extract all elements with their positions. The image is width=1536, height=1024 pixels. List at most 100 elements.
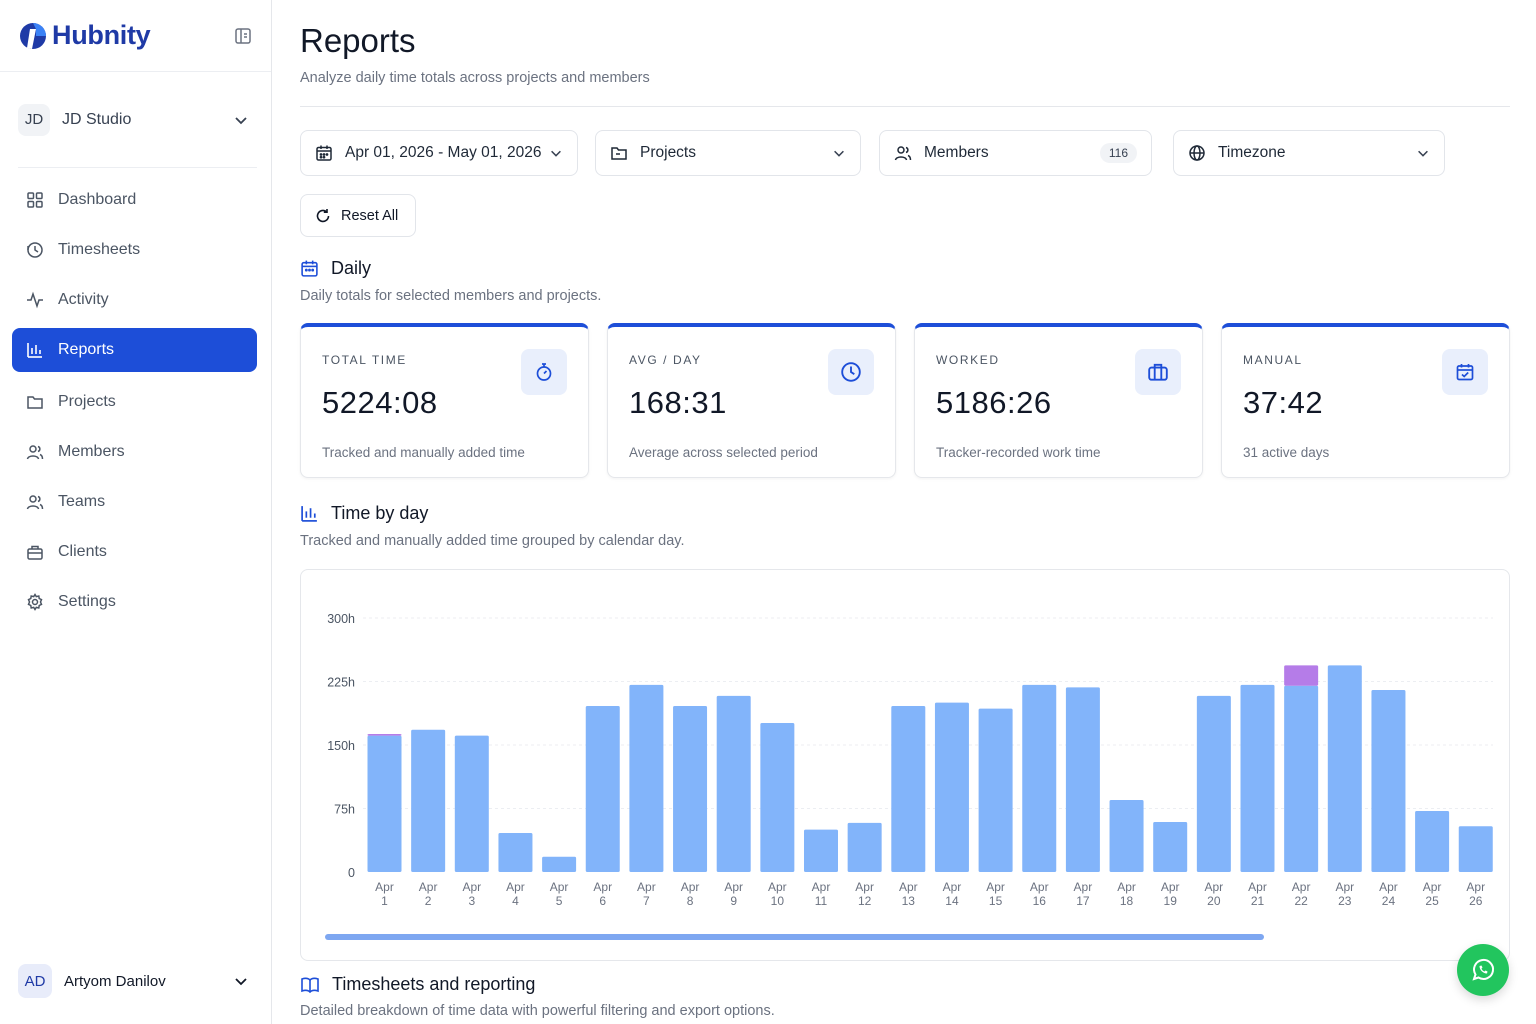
main-content: Reports Analyze daily time totals across… (300, 0, 1510, 1019)
stat-card-value: 5186:26 (936, 385, 1052, 420)
bar-chart-icon (27, 343, 42, 358)
x-tick-label: Apr (1466, 880, 1485, 894)
bar-tracked (1153, 822, 1188, 872)
bar-tracked (454, 735, 489, 872)
bar-tracked (1284, 685, 1319, 872)
time-by-day-title: Time by day (331, 503, 429, 523)
members-select[interactable]: Members 116 (879, 130, 1152, 176)
avatar: AD (18, 964, 52, 998)
bar-tracked (367, 735, 402, 872)
chart-scrollbar[interactable] (325, 934, 1264, 940)
sidebar: Hubnity JD JD Studio Dashboard Timesheet… (0, 0, 272, 1024)
sidebar-item-projects[interactable]: Projects (12, 380, 257, 424)
stat-card-label: WORKED (936, 353, 1000, 367)
sidebar-item-activity[interactable]: Activity (12, 278, 257, 322)
x-tick-label: Apr (1335, 880, 1354, 894)
bar-tracked (804, 829, 838, 872)
x-tick-label: 4 (512, 894, 519, 908)
x-tick-label: Apr (986, 880, 1005, 894)
refresh-icon (316, 208, 330, 222)
users-icon (894, 146, 912, 161)
sidebar-toggle-icon[interactable] (233, 26, 253, 46)
stat-card-value: 5224:08 (322, 385, 438, 420)
x-tick-label: Apr (681, 880, 700, 894)
bar-tracked (1109, 800, 1144, 872)
timezone-select-label: Timezone (1218, 144, 1286, 161)
stopwatch-icon (521, 349, 567, 395)
sidebar-item-label: Teams (58, 493, 106, 510)
x-tick-label: 15 (989, 894, 1003, 908)
y-tick-label: 300h (327, 612, 355, 626)
bar-tracked (498, 833, 533, 872)
reset-all-button[interactable]: Reset All (300, 194, 416, 237)
stat-card-label: MANUAL (1243, 353, 1303, 367)
chevron-down-icon (235, 116, 247, 124)
bar-tracked (1415, 811, 1450, 872)
time-by-day-header: Time by day (300, 503, 428, 524)
bar-tracked (1371, 689, 1406, 872)
chevron-down-icon (235, 978, 247, 986)
x-tick-label: Apr (1205, 880, 1224, 894)
stat-cards: TOTAL TIME 5224:08 Tracked and manually … (300, 323, 1510, 478)
gear-icon (27, 593, 43, 611)
daily-title: Daily (331, 258, 372, 278)
timesheets-subtitle: Detailed breakdown of time data with pow… (300, 1003, 775, 1019)
sidebar-item-label: Clients (58, 543, 107, 560)
x-tick-label: 3 (468, 894, 475, 908)
x-tick-label: Apr (1161, 880, 1180, 894)
x-tick-label: Apr (462, 880, 481, 894)
stat-card-label: TOTAL TIME (322, 353, 407, 367)
page-subtitle: Analyze daily time totals across project… (300, 70, 650, 86)
history-icon (27, 242, 43, 258)
time-by-day-chart: 0 75h 150h 225h 300h Apr 1 Apr 2 Apr 3 Apr 4 Apr 5 Apr 6… (300, 569, 1510, 961)
x-tick-label: Apr (812, 880, 831, 894)
chat-button[interactable] (1457, 944, 1509, 996)
x-tick-label: Apr (1030, 880, 1049, 894)
whatsapp-icon (1472, 958, 1495, 981)
sidebar-nav: Dashboard Timesheets Activity Reports Pr… (0, 178, 271, 624)
x-tick-label: Apr (375, 880, 394, 894)
stat-card-label: AVG / DAY (629, 353, 702, 367)
projects-select-label: Projects (640, 144, 696, 161)
briefcase-icon (1135, 349, 1181, 395)
book-icon (301, 977, 319, 993)
x-tick-label: Apr (1074, 880, 1093, 894)
workspace-switcher[interactable]: JD JD Studio (18, 88, 257, 168)
x-tick-label: Apr (1379, 880, 1398, 894)
sidebar-item-settings[interactable]: Settings (12, 580, 257, 624)
user-menu[interactable]: AD Artyom Danilov (18, 964, 249, 998)
bar-tracked (934, 702, 969, 872)
timesheets-title: Timesheets and reporting (332, 974, 536, 994)
x-tick-label: 7 (643, 894, 650, 908)
folder-icon (611, 147, 627, 160)
stat-card-avg-day: AVG / DAY 168:31 Average across selected… (607, 323, 896, 478)
bar-tracked (1327, 665, 1362, 872)
x-tick-label: Apr (1292, 880, 1311, 894)
bar-tracked (1458, 826, 1493, 872)
sidebar-item-timesheets[interactable]: Timesheets (12, 228, 257, 272)
y-tick-label: 75h (334, 803, 355, 817)
sidebar-item-label: Activity (58, 291, 109, 308)
x-tick-label: 12 (858, 894, 872, 908)
sidebar-item-dashboard[interactable]: Dashboard (12, 178, 257, 222)
x-tick-label: Apr (419, 880, 438, 894)
x-tick-label: 5 (556, 894, 563, 908)
sidebar-item-label: Projects (58, 393, 116, 410)
x-tick-label: Apr (593, 880, 612, 894)
projects-select[interactable]: Projects (595, 130, 861, 176)
time-by-day-subtitle: Tracked and manually added time grouped … (300, 533, 685, 549)
timezone-select[interactable]: Timezone (1173, 130, 1445, 176)
sidebar-item-teams[interactable]: Teams (12, 480, 257, 524)
x-tick-label: Apr (724, 880, 743, 894)
chevron-down-icon (551, 150, 561, 157)
sidebar-item-clients[interactable]: Clients (12, 530, 257, 574)
sidebar-item-members[interactable]: Members (12, 430, 257, 474)
x-tick-label: 6 (599, 894, 606, 908)
brand-name: Hubnity (52, 20, 151, 50)
sidebar-item-reports[interactable]: Reports (12, 328, 257, 372)
filter-bar: Apr 01, 2026 - May 01, 2026 Projects Mem… (300, 130, 1510, 176)
x-tick-label: 24 (1382, 894, 1396, 908)
date-range-picker[interactable]: Apr 01, 2026 - May 01, 2026 (300, 130, 578, 176)
y-tick-label: 0 (348, 866, 355, 880)
bar-manual (1284, 665, 1319, 686)
